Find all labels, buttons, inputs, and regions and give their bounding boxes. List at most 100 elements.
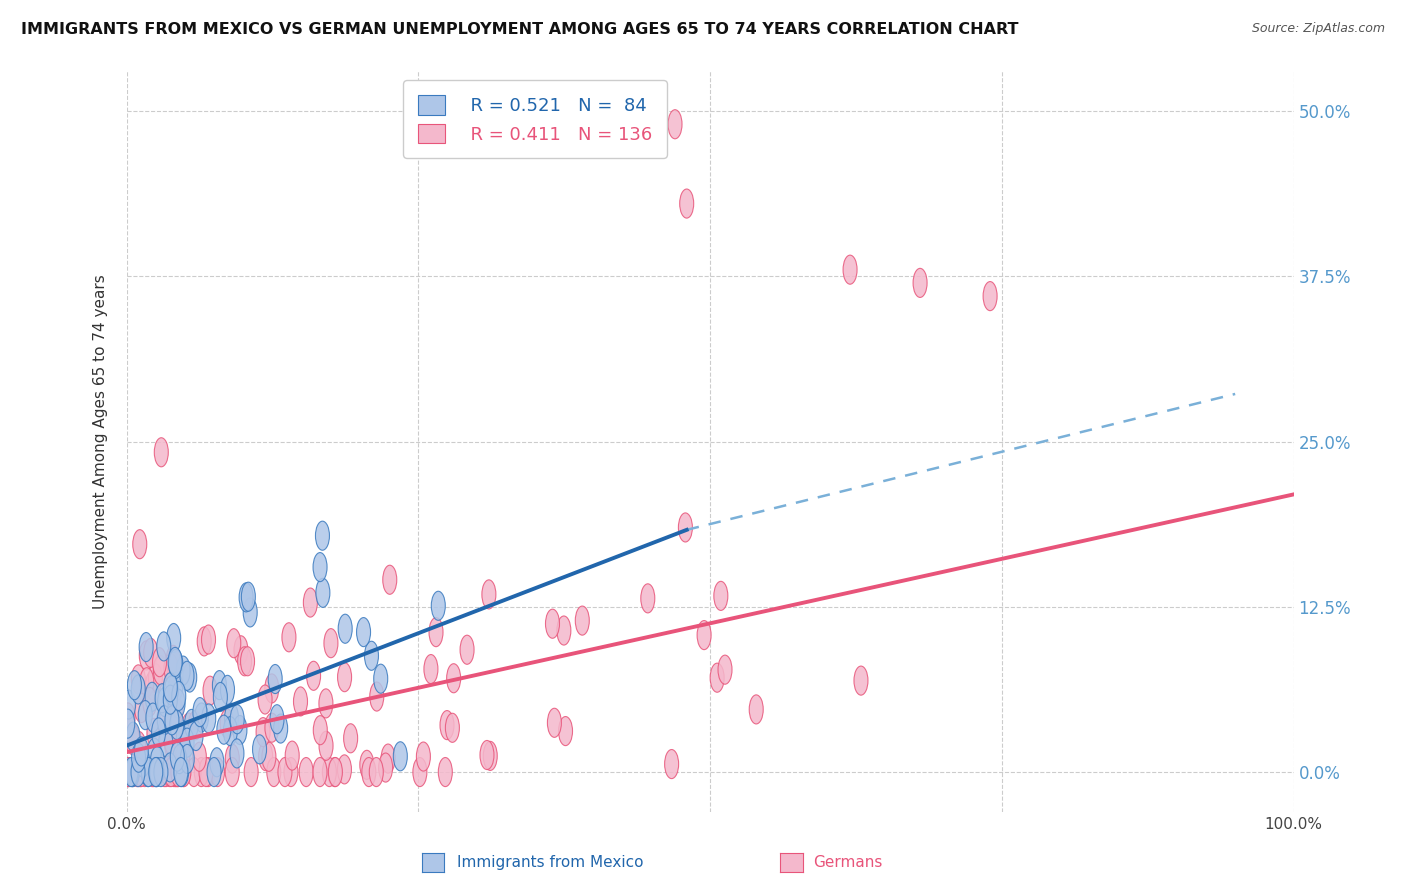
Ellipse shape [131, 675, 145, 704]
Ellipse shape [201, 704, 215, 733]
Ellipse shape [231, 739, 243, 768]
Ellipse shape [245, 757, 259, 787]
Ellipse shape [314, 715, 328, 745]
Ellipse shape [132, 757, 146, 787]
Ellipse shape [127, 723, 141, 751]
Ellipse shape [546, 609, 560, 639]
Ellipse shape [159, 728, 173, 756]
Ellipse shape [149, 757, 163, 787]
Ellipse shape [172, 689, 186, 718]
Ellipse shape [364, 641, 378, 670]
Ellipse shape [159, 756, 173, 784]
Ellipse shape [446, 714, 460, 742]
Ellipse shape [242, 582, 256, 611]
Ellipse shape [170, 710, 184, 739]
Ellipse shape [149, 757, 163, 787]
Ellipse shape [370, 682, 384, 711]
Ellipse shape [139, 632, 153, 662]
Ellipse shape [169, 757, 183, 787]
Ellipse shape [267, 757, 281, 787]
Ellipse shape [382, 566, 396, 594]
Ellipse shape [131, 665, 145, 694]
Ellipse shape [374, 665, 388, 693]
Ellipse shape [155, 683, 169, 713]
Ellipse shape [169, 697, 183, 726]
Ellipse shape [169, 649, 183, 678]
Ellipse shape [183, 663, 197, 692]
Ellipse shape [194, 703, 208, 732]
Ellipse shape [136, 748, 150, 777]
Ellipse shape [145, 682, 159, 712]
Ellipse shape [194, 757, 208, 787]
Ellipse shape [432, 591, 446, 620]
Ellipse shape [212, 671, 226, 699]
Ellipse shape [209, 747, 224, 777]
Ellipse shape [361, 757, 375, 787]
Ellipse shape [139, 668, 153, 697]
Ellipse shape [167, 624, 181, 653]
Ellipse shape [136, 756, 149, 785]
Ellipse shape [132, 743, 146, 772]
Ellipse shape [125, 723, 139, 752]
Ellipse shape [139, 640, 153, 670]
Ellipse shape [125, 725, 139, 755]
Ellipse shape [163, 673, 177, 702]
Ellipse shape [181, 713, 195, 742]
Ellipse shape [224, 716, 238, 746]
Ellipse shape [479, 740, 494, 770]
Ellipse shape [482, 580, 496, 609]
Ellipse shape [121, 703, 135, 732]
Ellipse shape [122, 757, 136, 787]
Ellipse shape [165, 654, 179, 682]
Ellipse shape [146, 671, 159, 699]
Ellipse shape [697, 621, 711, 649]
Ellipse shape [159, 757, 173, 787]
Ellipse shape [214, 682, 228, 712]
Ellipse shape [163, 757, 177, 787]
Ellipse shape [718, 655, 733, 684]
Ellipse shape [211, 757, 225, 787]
Ellipse shape [233, 636, 247, 665]
Ellipse shape [439, 757, 453, 787]
Ellipse shape [169, 673, 183, 701]
Ellipse shape [174, 757, 188, 787]
Ellipse shape [256, 717, 270, 747]
Ellipse shape [315, 521, 329, 550]
Ellipse shape [337, 755, 352, 784]
Ellipse shape [167, 757, 181, 787]
Ellipse shape [152, 718, 166, 747]
Ellipse shape [285, 741, 299, 770]
Ellipse shape [125, 757, 139, 787]
Ellipse shape [157, 706, 172, 735]
Ellipse shape [135, 737, 148, 766]
Ellipse shape [148, 718, 160, 747]
Ellipse shape [665, 749, 679, 779]
Ellipse shape [141, 757, 155, 787]
Ellipse shape [201, 625, 215, 654]
Ellipse shape [225, 757, 239, 787]
Ellipse shape [394, 742, 408, 771]
Ellipse shape [149, 757, 163, 787]
Ellipse shape [239, 582, 253, 612]
Ellipse shape [176, 656, 190, 685]
Ellipse shape [225, 744, 239, 773]
Ellipse shape [233, 715, 247, 745]
Ellipse shape [983, 282, 997, 310]
Ellipse shape [157, 757, 172, 787]
Ellipse shape [557, 616, 571, 645]
Ellipse shape [163, 685, 177, 714]
Text: Immigrants from Mexico: Immigrants from Mexico [457, 855, 644, 870]
Ellipse shape [259, 685, 273, 714]
Ellipse shape [163, 753, 177, 782]
Ellipse shape [749, 695, 763, 724]
Ellipse shape [440, 711, 454, 739]
Ellipse shape [156, 706, 170, 735]
Ellipse shape [128, 671, 142, 699]
Ellipse shape [156, 632, 170, 661]
Ellipse shape [121, 709, 135, 739]
Ellipse shape [668, 110, 682, 139]
Ellipse shape [270, 705, 284, 734]
Ellipse shape [284, 757, 298, 787]
Ellipse shape [187, 757, 201, 787]
Ellipse shape [299, 757, 314, 787]
